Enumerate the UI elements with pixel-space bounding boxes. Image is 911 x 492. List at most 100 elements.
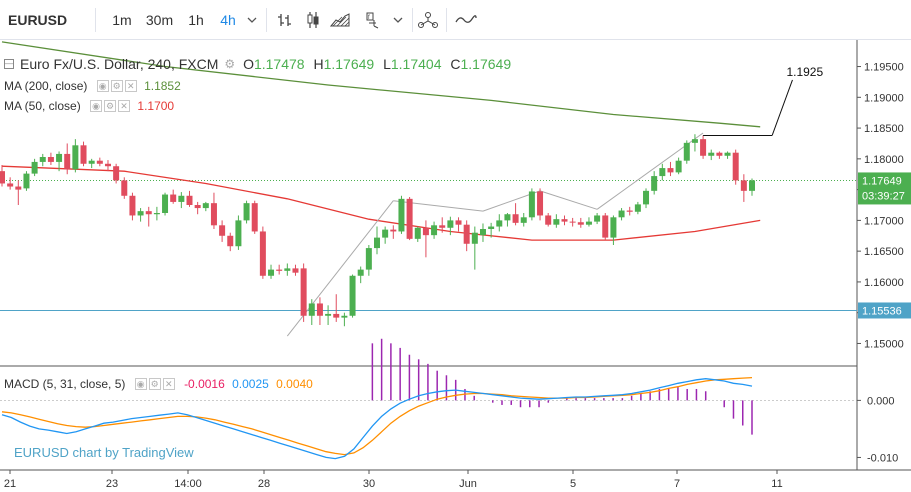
- candle: [153, 213, 160, 215]
- candle: [651, 176, 658, 191]
- candle: [235, 220, 242, 247]
- high-key: H: [313, 56, 324, 73]
- candle: [708, 152, 715, 156]
- candle: [47, 157, 54, 162]
- candle: [268, 269, 275, 276]
- price-tick-label: 1.15000: [864, 338, 904, 350]
- chevron-down-icon[interactable]: [242, 0, 262, 40]
- candle: [341, 315, 348, 318]
- annotation-callout-line[interactable]: [771, 79, 793, 136]
- candle: [447, 220, 454, 228]
- candle: [145, 211, 152, 215]
- candle: [667, 168, 674, 173]
- candle: [691, 139, 698, 143]
- eye-icon[interactable]: ◉: [90, 99, 103, 112]
- candle: [643, 190, 650, 205]
- main-legend: — Euro Fx/U.S. Dollar, 240, FXCM ⚙ O1.1747…: [0, 55, 511, 72]
- candle: [561, 219, 568, 222]
- symbol-search[interactable]: EURUSD: [8, 12, 68, 28]
- area-style-icon[interactable]: [327, 0, 353, 40]
- close-icon[interactable]: ✕: [124, 79, 137, 92]
- candle: [357, 269, 364, 276]
- candle: [0, 171, 5, 184]
- svg-text:f: f: [368, 15, 370, 21]
- candle: [732, 152, 739, 181]
- time-tick-label: 5: [570, 478, 576, 490]
- bar-style-icon[interactable]: [272, 0, 298, 40]
- macd-line-value: 0.0025: [232, 376, 269, 391]
- ma50-value: 1.1700: [137, 98, 175, 113]
- candle-style-icon[interactable]: [300, 0, 326, 40]
- candle: [675, 160, 682, 173]
- time-tick-label: 23: [106, 478, 118, 490]
- candle: [137, 211, 144, 216]
- candle: [431, 225, 438, 236]
- series-settings-icon[interactable]: ⚙: [224, 57, 236, 72]
- toolbar: EURUSD 1m 30m 1h 4h f: [0, 0, 911, 40]
- candle: [471, 232, 478, 244]
- candle: [349, 275, 356, 316]
- price-tick-label: 1.16000: [864, 277, 904, 289]
- candle: [414, 227, 421, 239]
- low-key: L: [383, 56, 391, 73]
- candle: [390, 229, 397, 232]
- interval-4h[interactable]: 4h: [220, 12, 236, 28]
- candle: [251, 203, 258, 232]
- time-tick-label: 11: [771, 478, 782, 490]
- candle: [15, 186, 22, 190]
- legend-collapse-icon[interactable]: —: [4, 59, 14, 70]
- candle: [504, 214, 511, 221]
- candle: [80, 145, 87, 164]
- candle: [496, 220, 503, 227]
- compare-icon[interactable]: [452, 0, 480, 40]
- eye-icon[interactable]: ◉: [134, 377, 147, 390]
- toolbar-divider: [412, 8, 413, 32]
- level-price-label: 1.15536: [862, 305, 902, 317]
- tradingview-watermark[interactable]: EURUSD chart by TradingView: [14, 445, 194, 460]
- candle: [716, 152, 723, 156]
- gear-icon[interactable]: ⚙: [148, 377, 161, 390]
- candle: [96, 160, 103, 164]
- gear-icon[interactable]: ⚙: [110, 79, 123, 92]
- candle: [740, 180, 747, 191]
- current-price-tag: [858, 172, 911, 205]
- macd-label: MACD (5, 31, close, 5): [4, 376, 126, 391]
- chart-canvas[interactable]: 1.195001.190001.185001.180001.175001.170…: [0, 40, 911, 492]
- toolbar-divider: [266, 8, 267, 32]
- candle: [537, 191, 544, 216]
- close-icon[interactable]: ✕: [162, 377, 175, 390]
- candle: [659, 168, 666, 177]
- low-value: 1.17404: [390, 56, 442, 73]
- close-icon[interactable]: ✕: [118, 99, 131, 112]
- ma200-legend: MA (200, close) ◉ ⚙ ✕ 1.1852: [4, 78, 181, 93]
- candle: [170, 194, 177, 202]
- gear-icon[interactable]: ⚙: [104, 99, 117, 112]
- bar-countdown-label: 03:39:27: [862, 190, 905, 202]
- price-tick-label: 1.16500: [864, 246, 904, 258]
- candle: [243, 203, 250, 221]
- ma50-label: MA (50, close): [4, 98, 81, 113]
- candle: [700, 139, 707, 156]
- interval-1h[interactable]: 1h: [188, 12, 204, 28]
- interval-30m[interactable]: 30m: [145, 12, 174, 28]
- macd-legend: MACD (5, 31, close, 5) ◉ ⚙ ✕ -0.0016 0.002…: [4, 376, 313, 391]
- candle: [479, 229, 486, 236]
- chevron-down-icon[interactable]: [388, 0, 408, 40]
- close-value: 1.17649: [460, 56, 512, 73]
- pattern-line[interactable]: [539, 190, 598, 210]
- price-tick-label: 1.18000: [864, 154, 904, 166]
- candle: [308, 303, 315, 316]
- eye-icon[interactable]: ◉: [96, 79, 109, 92]
- time-tick-label: Jun: [459, 478, 477, 490]
- close-key: C: [450, 56, 461, 73]
- candle: [553, 219, 560, 225]
- time-tick-label: 21: [4, 478, 16, 490]
- candle: [178, 195, 185, 202]
- candle: [284, 268, 291, 271]
- interval-1m[interactable]: 1m: [112, 12, 132, 28]
- annotation-label[interactable]: 1.1925: [786, 65, 823, 79]
- candle: [577, 222, 584, 225]
- indicators-icon[interactable]: f: [360, 0, 388, 40]
- templates-icon[interactable]: [414, 0, 442, 40]
- candle: [545, 215, 552, 225]
